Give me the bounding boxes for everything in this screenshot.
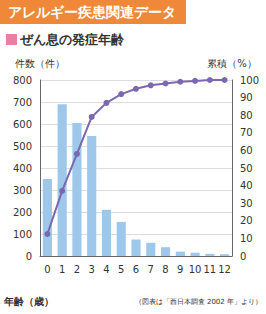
svg-text:600: 600 (13, 119, 32, 130)
svg-text:アレルギー疾患関連データ: アレルギー疾患関連データ (8, 4, 176, 20)
svg-text:300: 300 (13, 185, 32, 196)
svg-text:件数（件）: 件数（件） (15, 58, 65, 69)
svg-text:6: 6 (133, 264, 139, 275)
svg-text:800: 800 (13, 75, 32, 86)
svg-text:100: 100 (13, 229, 32, 240)
svg-text:40: 40 (240, 180, 253, 191)
svg-text:（図表は「西日本調査 2002 年」より）: （図表は「西日本調査 2002 年」より） (135, 298, 262, 306)
svg-text:10: 10 (240, 233, 253, 244)
svg-text:11: 11 (203, 264, 216, 275)
svg-text:20: 20 (240, 215, 253, 226)
svg-text:50: 50 (240, 163, 253, 174)
svg-text:0: 0 (44, 264, 50, 275)
svg-text:60: 60 (240, 145, 253, 156)
svg-text:90: 90 (240, 92, 253, 103)
svg-text:700: 700 (13, 97, 32, 108)
svg-text:3: 3 (89, 264, 95, 275)
svg-text:5: 5 (118, 264, 124, 275)
svg-text:4: 4 (103, 264, 109, 275)
svg-text:1: 1 (59, 264, 65, 275)
svg-text:8: 8 (162, 264, 168, 275)
svg-text:0: 0 (240, 251, 246, 262)
svg-text:12: 12 (218, 264, 231, 275)
svg-text:200: 200 (13, 207, 32, 218)
svg-text:2: 2 (74, 264, 80, 275)
svg-text:500: 500 (13, 141, 32, 152)
svg-text:ぜん息の発症年齢: ぜん息の発症年齢 (19, 32, 125, 47)
svg-text:80: 80 (240, 110, 253, 121)
svg-text:30: 30 (240, 198, 253, 209)
svg-text:年齢（歳）: 年齢（歳） (3, 296, 54, 307)
svg-text:7: 7 (148, 264, 154, 275)
svg-text:70: 70 (240, 127, 253, 138)
svg-text:累積（%）: 累積（%） (207, 58, 257, 69)
svg-text:10: 10 (189, 264, 202, 275)
svg-text:9: 9 (177, 264, 183, 275)
svg-text:400: 400 (13, 163, 32, 174)
svg-text:0: 0 (26, 251, 32, 262)
svg-text:100: 100 (240, 75, 259, 86)
